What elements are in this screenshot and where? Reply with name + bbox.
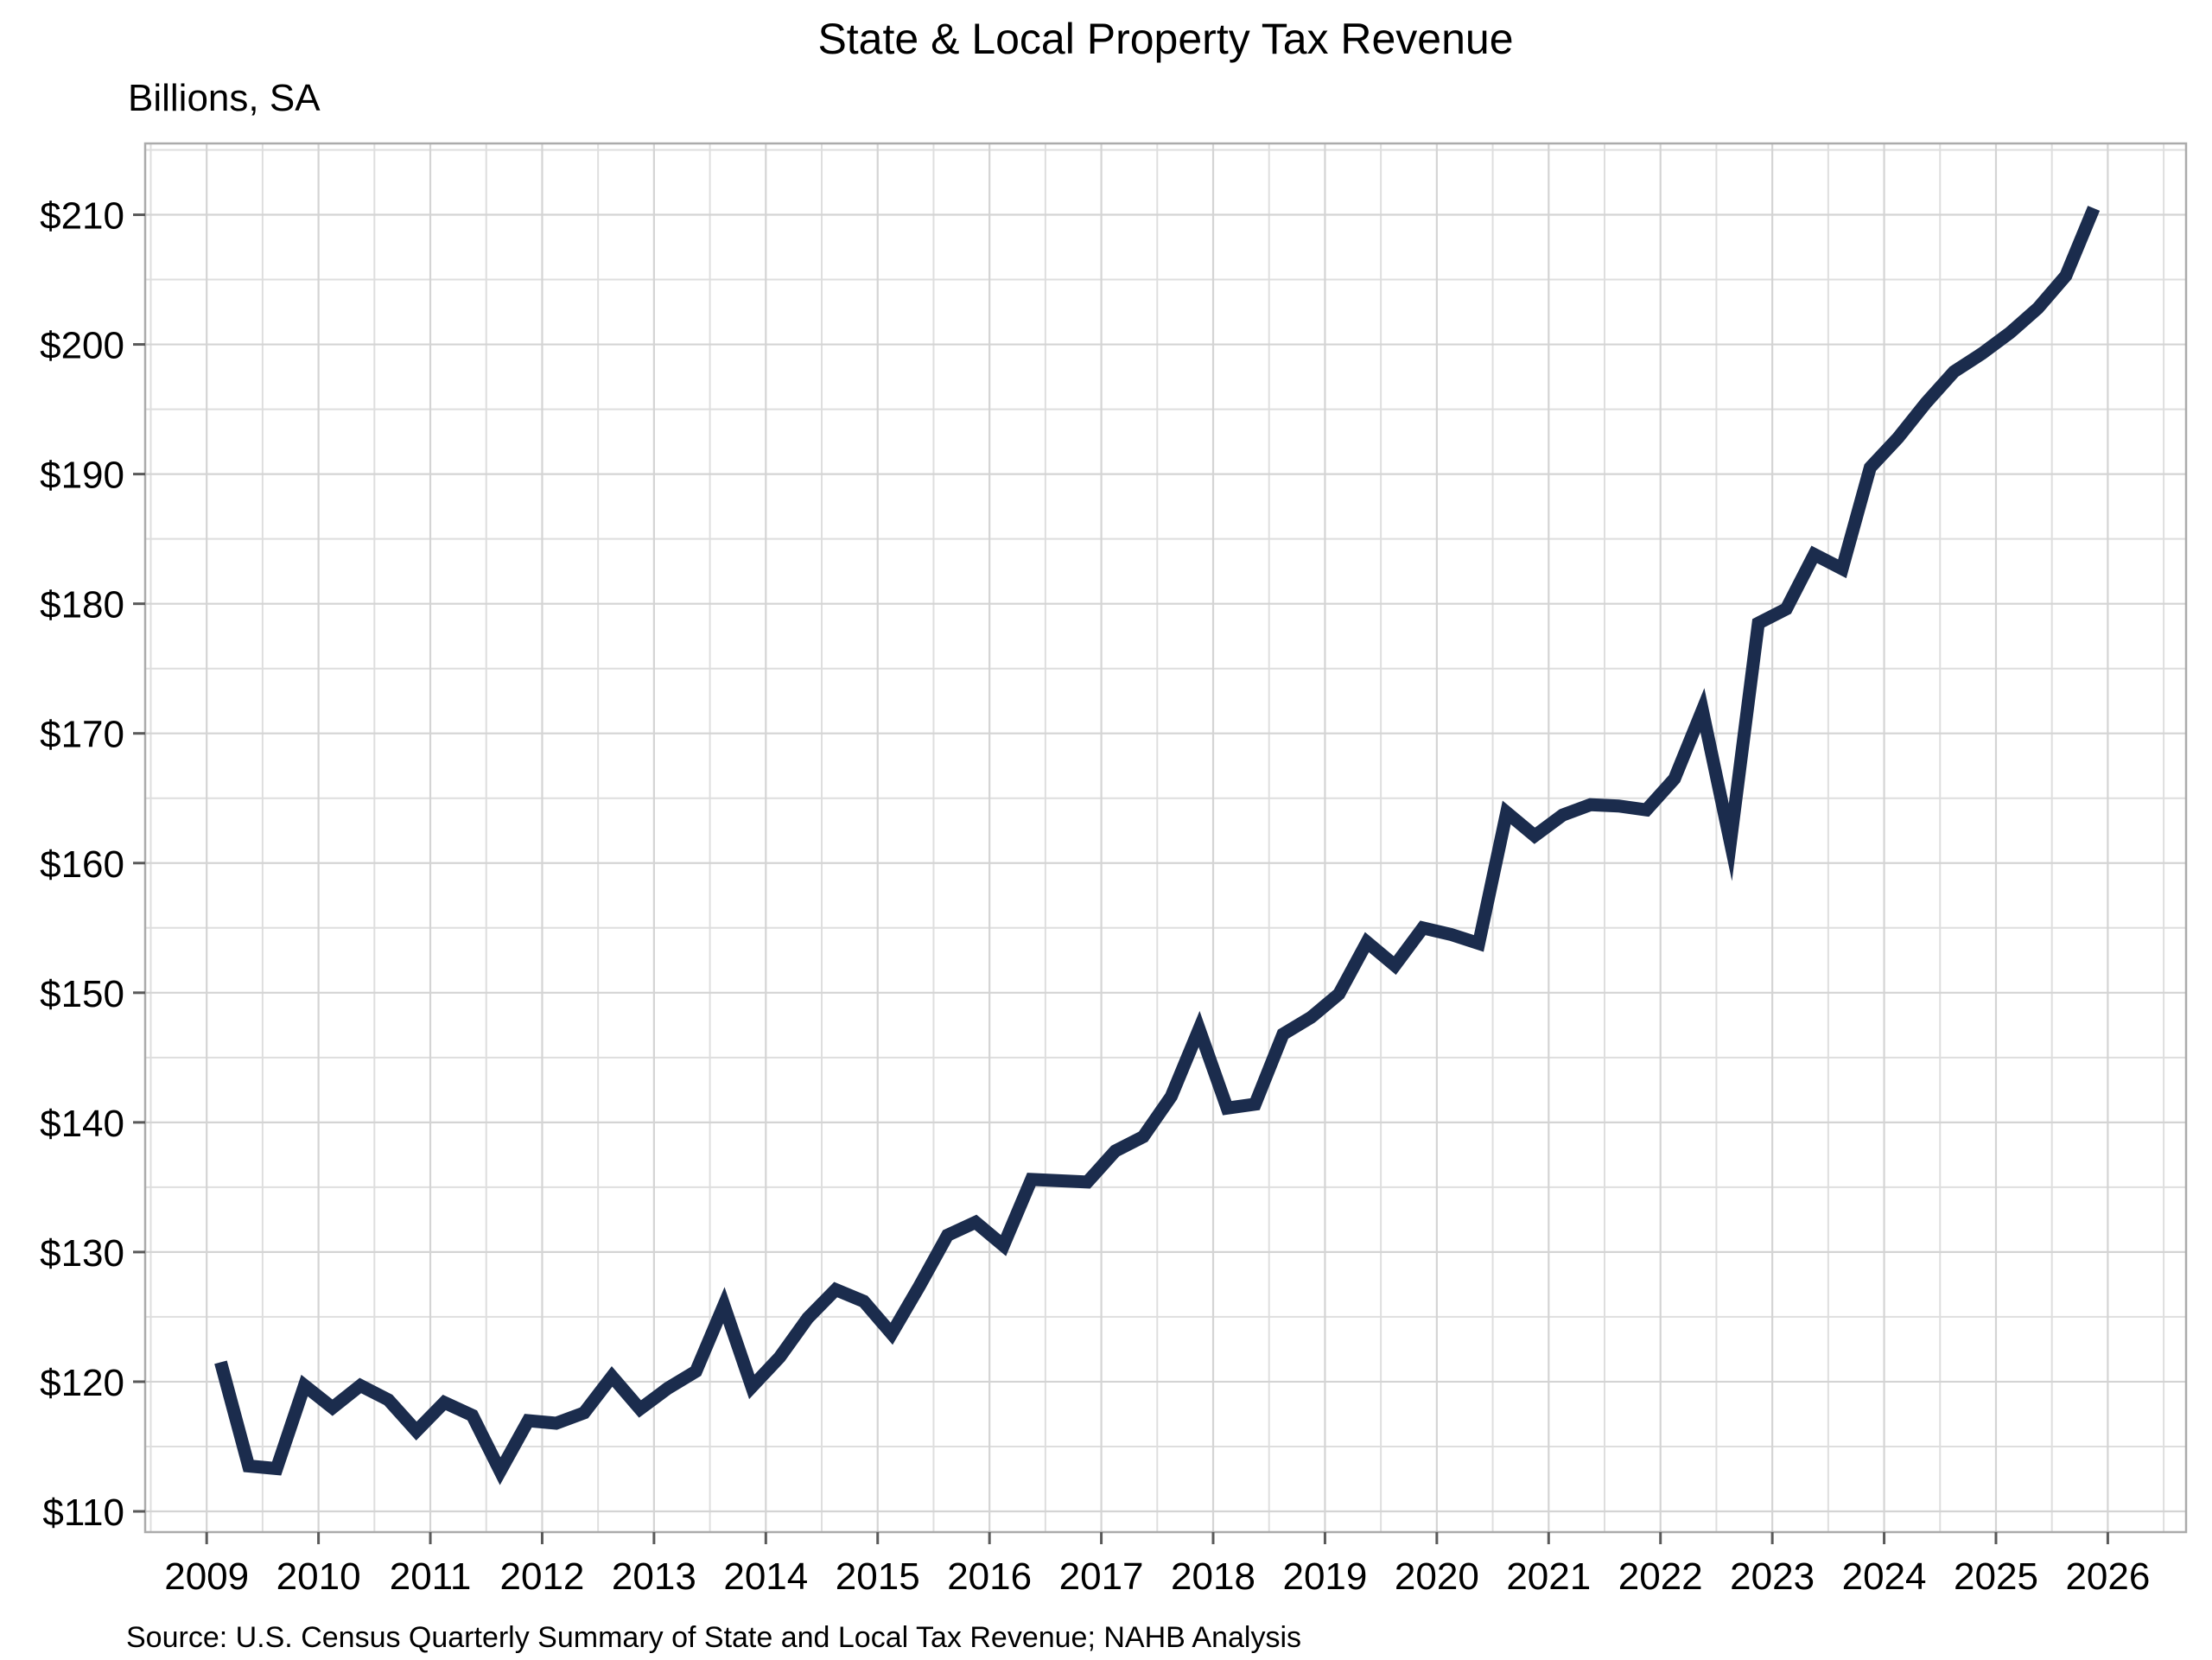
x-tick-label: 2015 (836, 1555, 920, 1598)
x-tick-label: 2009 (164, 1555, 249, 1598)
y-tick-label: $170 (40, 714, 124, 756)
x-tick-label: 2014 (723, 1555, 808, 1598)
x-tick-label: 2011 (390, 1555, 472, 1598)
x-tick-label: 2020 (1395, 1555, 1479, 1598)
x-tick-label: 2017 (1059, 1555, 1144, 1598)
y-tick-label: $130 (40, 1232, 124, 1275)
y-tick-label: $180 (40, 584, 124, 626)
x-tick-label: 2016 (947, 1555, 1032, 1598)
y-axis-units-label: Billions, SA (128, 77, 321, 119)
x-tick-label: 2012 (500, 1555, 585, 1598)
chart-title: State & Local Property Tax Revenue (817, 15, 1514, 63)
y-tick-label: $210 (40, 195, 124, 238)
source-note: Source: U.S. Census Quarterly Summary of… (126, 1621, 1301, 1654)
x-tick-label: 2024 (1842, 1555, 1927, 1598)
y-tick-label: $110 (42, 1491, 124, 1534)
revenue-line (214, 206, 2101, 1485)
x-tick-label: 2018 (1171, 1555, 1255, 1598)
y-tick-label: $190 (40, 455, 124, 497)
x-tick-label: 2013 (612, 1555, 696, 1598)
x-tick-label: 2025 (1954, 1555, 2038, 1598)
x-tick-label: 2026 (2065, 1555, 2150, 1598)
x-tick-label: 2023 (1730, 1555, 1815, 1598)
y-tick-label: $200 (40, 325, 124, 367)
x-tick-label: 2022 (1618, 1555, 1703, 1598)
y-tick-label: $120 (40, 1362, 124, 1404)
x-tick-label: 2019 (1282, 1555, 1367, 1598)
x-tick-label: 2021 (1506, 1555, 1591, 1598)
plot-panel-border (143, 142, 2188, 1534)
y-tick-label: $160 (40, 843, 124, 886)
x-tick-label: 2010 (276, 1555, 361, 1598)
y-tick-label: $150 (40, 973, 124, 1015)
y-tick-label: $140 (40, 1103, 124, 1145)
